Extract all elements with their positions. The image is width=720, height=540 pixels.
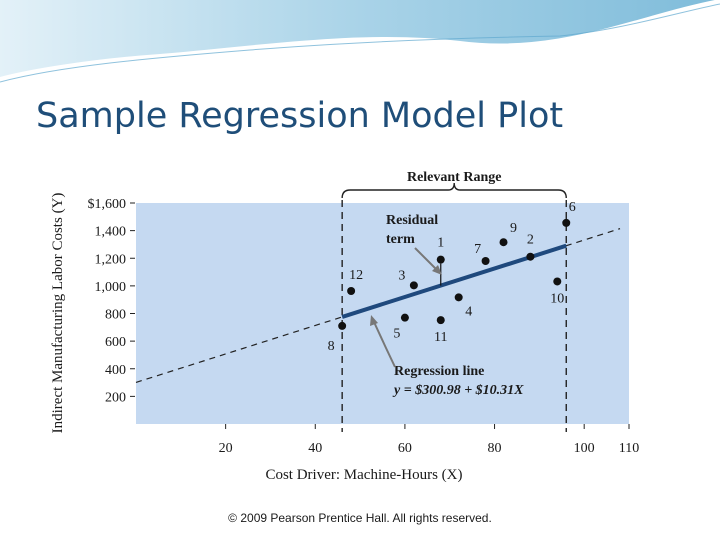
- data-point-6: [562, 218, 571, 227]
- copyright-footer: © 2009 Pearson Prentice Hall. All rights…: [228, 511, 492, 525]
- y-tick-label: $1,600: [88, 197, 127, 212]
- data-point-label: 10: [550, 291, 564, 306]
- residual-label: Residual: [386, 213, 438, 228]
- data-point-label: 12: [349, 268, 363, 283]
- residual-arrow: [414, 247, 438, 271]
- data-point-label: 11: [434, 330, 447, 345]
- data-point-label: 3: [398, 268, 405, 283]
- y-tick-label: 200: [105, 390, 126, 405]
- residual-label: term: [386, 232, 415, 247]
- x-tick-label: 80: [488, 441, 502, 456]
- regression-label: Regression line: [394, 364, 484, 379]
- data-point-label: 8: [328, 339, 335, 354]
- x-axis-title: Cost Driver: Machine-Hours (X): [265, 467, 462, 483]
- data-point-4: [454, 293, 463, 302]
- data-point-label: 6: [569, 200, 576, 215]
- slide-title: Sample Regression Model Plot: [36, 96, 564, 136]
- y-tick-label: 1,000: [95, 280, 127, 295]
- y-tick-label: 1,200: [95, 252, 127, 267]
- y-tick-label: 400: [105, 363, 126, 378]
- header-banner: [0, 0, 720, 83]
- data-point-label: 9: [510, 221, 517, 236]
- banner-wave-line: [0, 3, 720, 83]
- regression-equation: y = $300.98 + $10.31X: [392, 383, 524, 398]
- x-tick-label: 40: [308, 441, 322, 456]
- plot-area: [136, 203, 629, 424]
- x-tick-label: 110: [619, 441, 639, 456]
- data-point-5: [400, 313, 409, 322]
- y-tick-label: 800: [105, 308, 126, 323]
- data-point-label: 7: [474, 242, 481, 257]
- data-point-3: [409, 281, 418, 290]
- y-tick-label: 600: [105, 335, 126, 350]
- y-tick-label: 1,400: [95, 225, 127, 240]
- data-point-1: [436, 255, 445, 264]
- x-tick-label: 20: [219, 441, 233, 456]
- data-point-12: [347, 286, 356, 295]
- data-point-10: [553, 277, 562, 286]
- banner-wave: [0, 0, 720, 78]
- relevant-range-bracket: [341, 182, 567, 199]
- x-tick-label: 60: [398, 441, 412, 456]
- data-point-11: [436, 316, 445, 325]
- regression-arrow: [373, 321, 396, 368]
- y-axis-title: Indirect Manufacturing Labor Costs (Y): [50, 193, 66, 434]
- regression-arrowhead: [370, 315, 378, 326]
- data-point-label: 4: [465, 304, 472, 319]
- data-point-8: [338, 321, 347, 330]
- residual-arrowhead: [432, 265, 442, 275]
- data-point-2: [526, 252, 535, 261]
- data-point-label: 1: [437, 236, 444, 251]
- data-point-label: 5: [393, 327, 400, 342]
- data-point-9: [499, 238, 508, 247]
- x-tick-label: 100: [574, 441, 595, 456]
- data-point-label: 2: [527, 233, 534, 248]
- relevant-range-label: Relevant Range: [407, 170, 502, 185]
- data-point-7: [481, 257, 490, 266]
